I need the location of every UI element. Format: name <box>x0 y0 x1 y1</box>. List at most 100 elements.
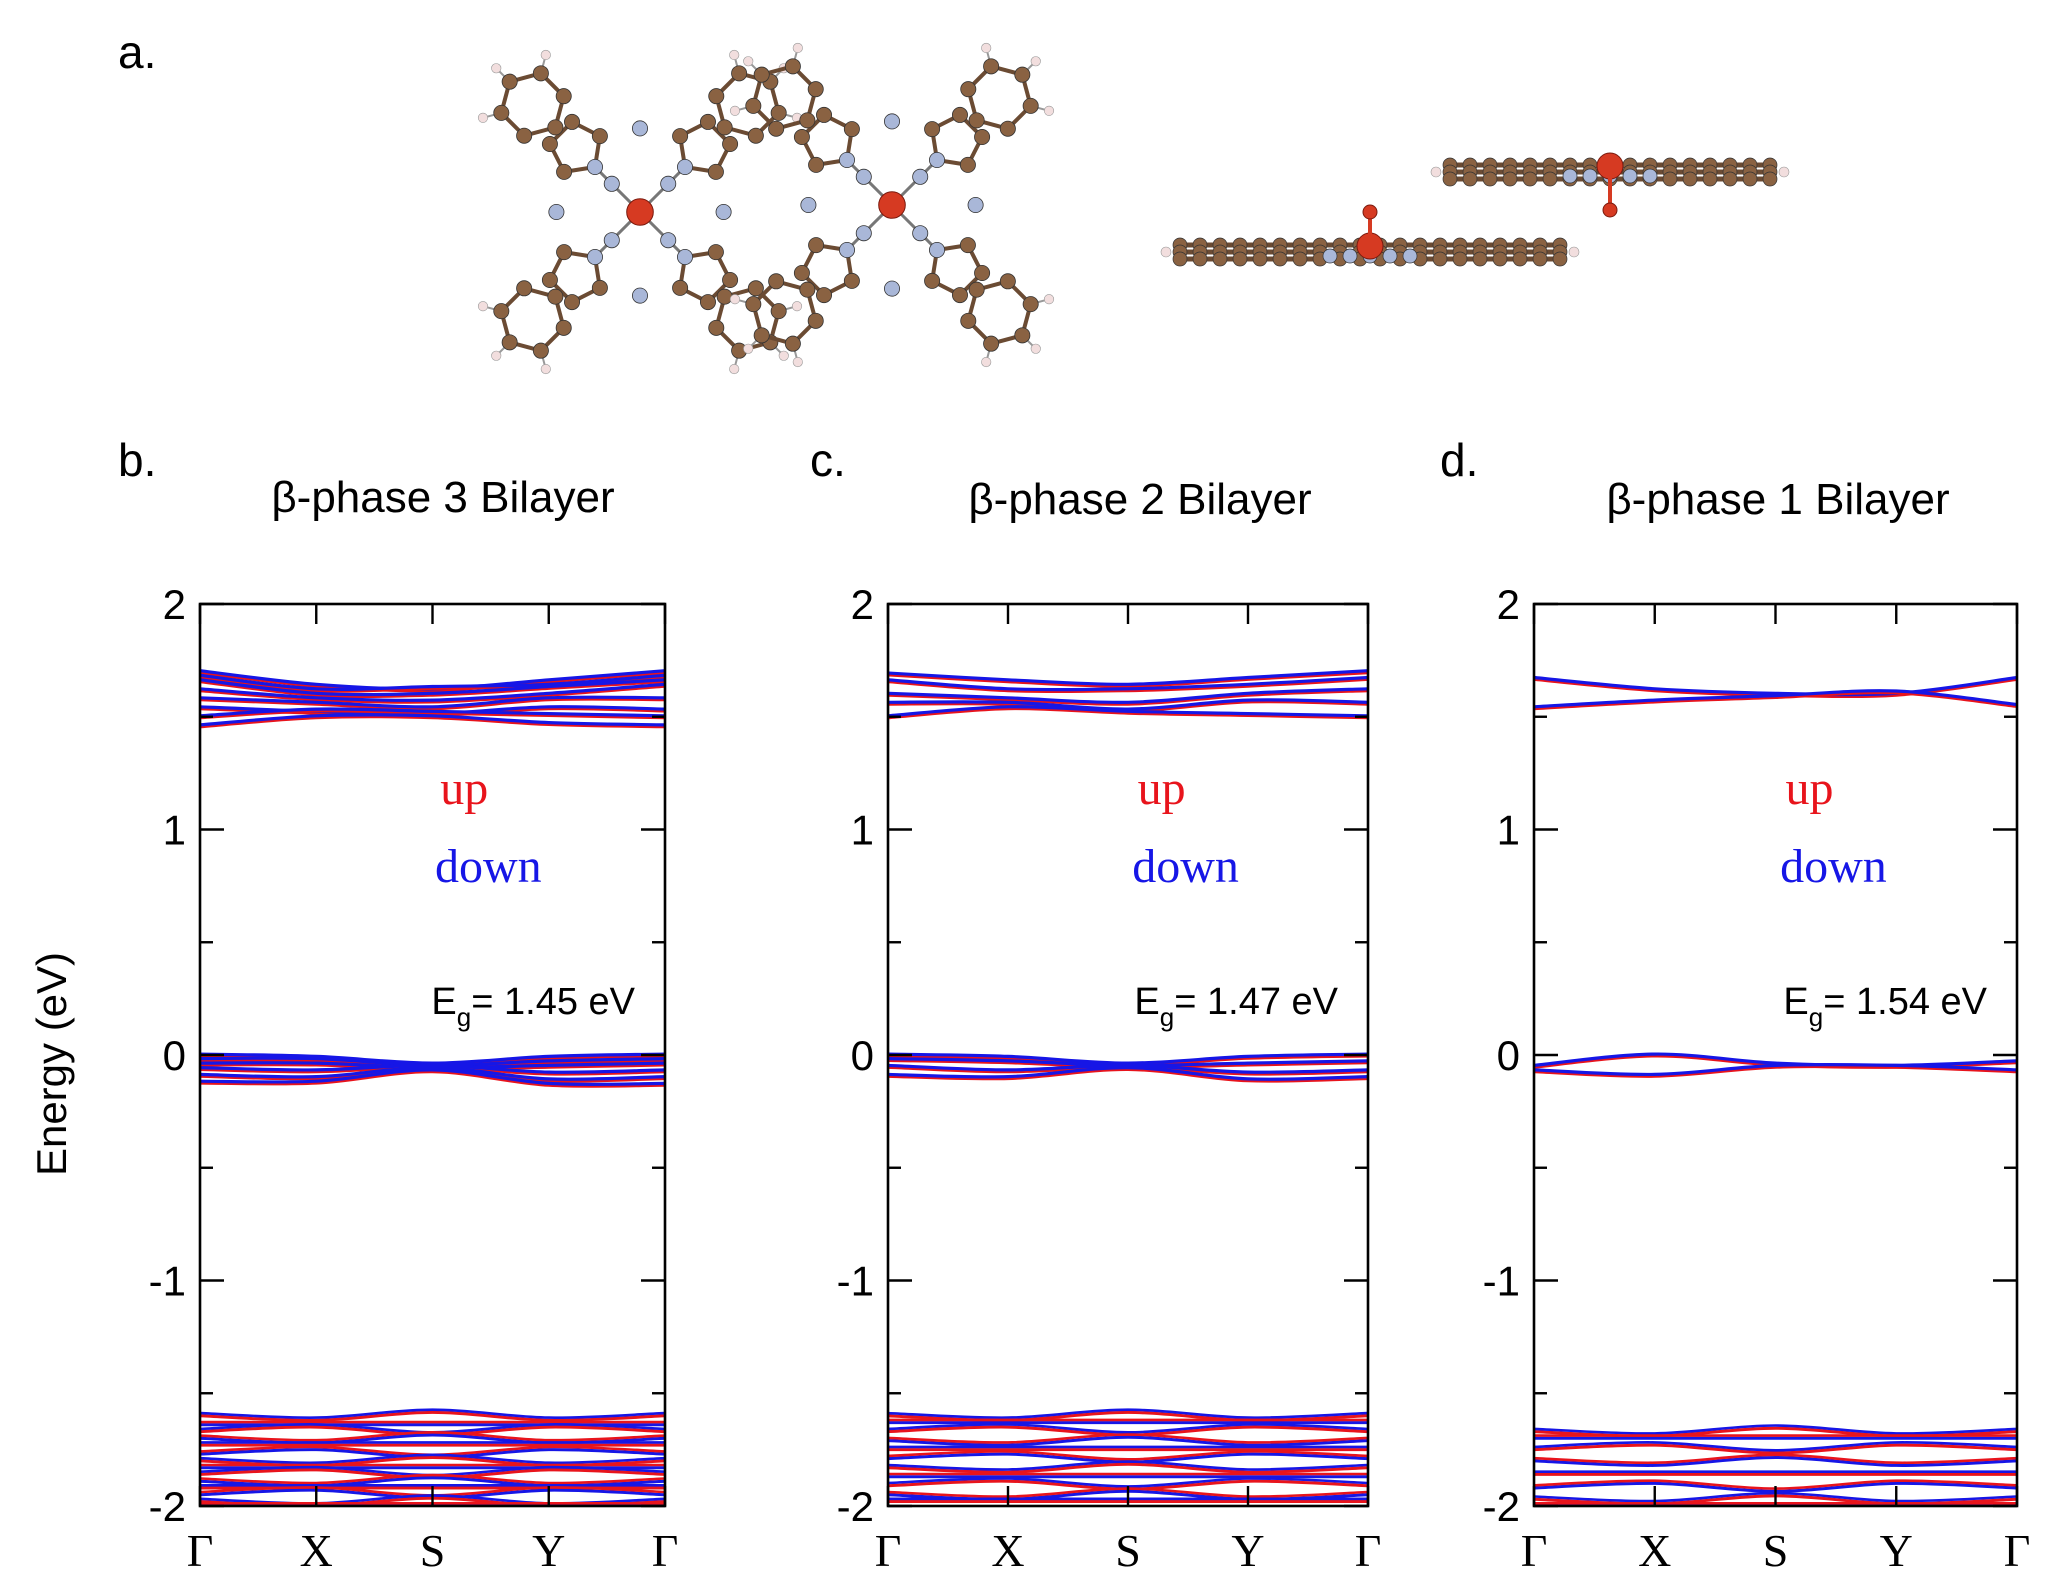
side-molecule-lower <box>1160 204 1580 267</box>
legend-down: down <box>1780 840 1887 893</box>
k-point-label: Y <box>532 1525 565 1576</box>
band-gap-label: Eg= 1.47 eV <box>1134 981 1338 1032</box>
conduction-band-3-down <box>888 687 1368 705</box>
y-tick-label: -1 <box>1483 1258 1520 1305</box>
molecular-structure-icon <box>477 42 1790 375</box>
k-point-label: Γ <box>1521 1525 1548 1576</box>
k-point-label: Y <box>1880 1525 1913 1576</box>
valence-band-2-down <box>1534 1062 2017 1077</box>
deep-band-pair-1 <box>888 1408 1368 1419</box>
conduction-band-3-up <box>888 689 1368 706</box>
deep-band-pair-4 <box>1534 1453 2017 1465</box>
conduction-band-2-down <box>200 673 665 691</box>
conduction-band-5-down <box>200 695 665 709</box>
conduction-band-4-up <box>200 684 665 704</box>
conduction-band-5-down <box>888 705 1368 718</box>
deep-band-pair-1 <box>200 1408 665 1419</box>
y-tick-label: 0 <box>851 1032 874 1079</box>
panel-label: c. <box>810 434 846 486</box>
molecule-right-atoms <box>729 42 1055 368</box>
conduction-band-4-down <box>888 698 1368 711</box>
k-point-label: Γ <box>875 1525 902 1576</box>
y-tick-label: 0 <box>1497 1032 1520 1079</box>
y-tick-label: -2 <box>837 1483 874 1530</box>
conduction-band-8-up <box>200 715 665 729</box>
conduction-band-2-down <box>1534 689 2017 709</box>
k-point-label: Γ <box>187 1525 214 1576</box>
conduction-band-7-down <box>200 707 665 718</box>
y-tick-label: 1 <box>851 807 874 854</box>
panel-title: β-phase 1 Bilayer <box>1606 475 1949 524</box>
y-tick-label: 1 <box>1497 807 1520 854</box>
top-view-dimer-icon <box>477 42 1055 375</box>
conduction-band-3-down <box>200 678 665 697</box>
y-tick-label: -2 <box>149 1483 186 1530</box>
deep-band-7 <box>888 1462 1368 1474</box>
legend-up: up <box>1138 762 1186 815</box>
panel-title: β-phase 3 Bilayer <box>271 473 614 522</box>
k-point-label: Γ <box>1355 1525 1382 1576</box>
k-point-label: X <box>300 1525 333 1576</box>
panel-label: d. <box>1440 434 1478 486</box>
side-molecule-upper <box>1430 152 1790 218</box>
deep-band-pair-7 <box>200 1453 665 1465</box>
deep-band-pair-1 <box>1534 1424 2017 1435</box>
valence-band-4-down <box>888 1065 1368 1081</box>
k-point-label: X <box>1638 1525 1671 1576</box>
conduction-band-5-up <box>200 697 665 711</box>
conduction-band-1-down <box>888 669 1368 686</box>
k-point-label: S <box>1763 1525 1789 1576</box>
bands <box>200 669 665 1506</box>
band-gap-label: Eg= 1.45 eV <box>431 981 635 1032</box>
panel-label: b. <box>118 434 156 486</box>
k-point-label: Y <box>1231 1525 1264 1576</box>
deep-band-pair-3 <box>888 1423 1368 1434</box>
plot-frame <box>1532 602 2019 1508</box>
valence-band-6-down <box>200 1068 665 1087</box>
panel-title: β-phase 2 Bilayer <box>968 475 1311 524</box>
legend-down: down <box>1132 840 1239 893</box>
valence-band-2-up <box>1534 1064 2017 1078</box>
conduction-band-2-up <box>1534 690 2017 711</box>
deep-band-pair-4 <box>888 1433 1368 1444</box>
k-point-label: Γ <box>652 1525 679 1576</box>
molecule-left-atoms <box>477 49 803 375</box>
bands <box>1534 675 2017 1506</box>
conduction-band-3-up <box>200 680 665 699</box>
conduction-band-1-up <box>200 671 665 693</box>
deep-band-4 <box>1534 1455 2017 1467</box>
panel-label-a: a. <box>118 26 156 78</box>
conduction-band-4-down <box>200 682 665 702</box>
valence-band-4-up <box>888 1067 1368 1083</box>
conduction-band-2-down <box>888 675 1368 692</box>
k-point-label: Γ <box>2004 1525 2031 1576</box>
deep-band-pair-4 <box>200 1430 665 1442</box>
valence-band-1-down <box>888 1052 1368 1065</box>
y-tick-label: 0 <box>163 1032 186 1079</box>
y-axis-label: Energy (eV) <box>28 952 75 1176</box>
conduction-band-1-up <box>888 671 1368 688</box>
y-tick-label: 2 <box>163 581 186 628</box>
valence-band-6-up <box>200 1070 665 1088</box>
k-point-label: X <box>991 1525 1024 1576</box>
bands <box>888 669 1368 1503</box>
y-tick-label: 2 <box>1497 581 1520 628</box>
deep-band-1 <box>200 1410 665 1422</box>
conduction-band-1-down <box>1534 675 2017 697</box>
y-tick-label: -1 <box>149 1258 186 1305</box>
legend-up: up <box>1785 762 1833 815</box>
band-gap-label: Eg= 1.54 eV <box>1783 981 1987 1032</box>
y-tick-label: -1 <box>837 1258 874 1305</box>
side-view-dimer-icon <box>1160 152 1790 267</box>
deep-band-pair-3 <box>1534 1441 2017 1452</box>
legend-up: up <box>440 762 488 815</box>
conduction-band-2-up <box>888 677 1368 694</box>
valence-band-3-down <box>888 1063 1368 1074</box>
k-point-label: S <box>420 1525 446 1576</box>
k-point-label: S <box>1115 1525 1141 1576</box>
deep-band-pair-6 <box>888 1450 1368 1461</box>
y-tick-label: 2 <box>851 581 874 628</box>
